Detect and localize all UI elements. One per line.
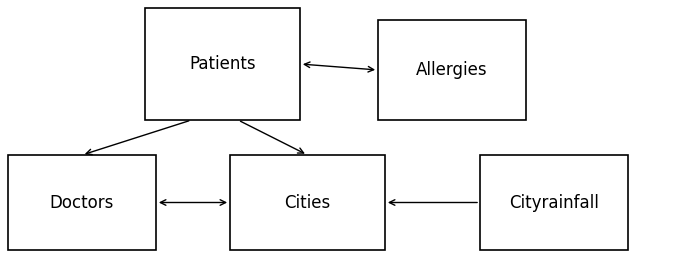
FancyArrowPatch shape — [86, 121, 189, 155]
FancyArrowPatch shape — [304, 62, 374, 72]
Bar — [480, 155, 628, 250]
Bar — [145, 8, 300, 120]
FancyArrowPatch shape — [160, 200, 225, 205]
Text: Patients: Patients — [189, 55, 256, 73]
Text: Doctors: Doctors — [50, 193, 114, 211]
Bar — [230, 155, 385, 250]
Text: Allergies: Allergies — [416, 61, 488, 79]
FancyArrowPatch shape — [240, 121, 303, 153]
Bar — [8, 155, 156, 250]
Text: Cityrainfall: Cityrainfall — [509, 193, 599, 211]
FancyArrowPatch shape — [389, 200, 477, 205]
Bar — [378, 20, 526, 120]
Text: Cities: Cities — [284, 193, 331, 211]
